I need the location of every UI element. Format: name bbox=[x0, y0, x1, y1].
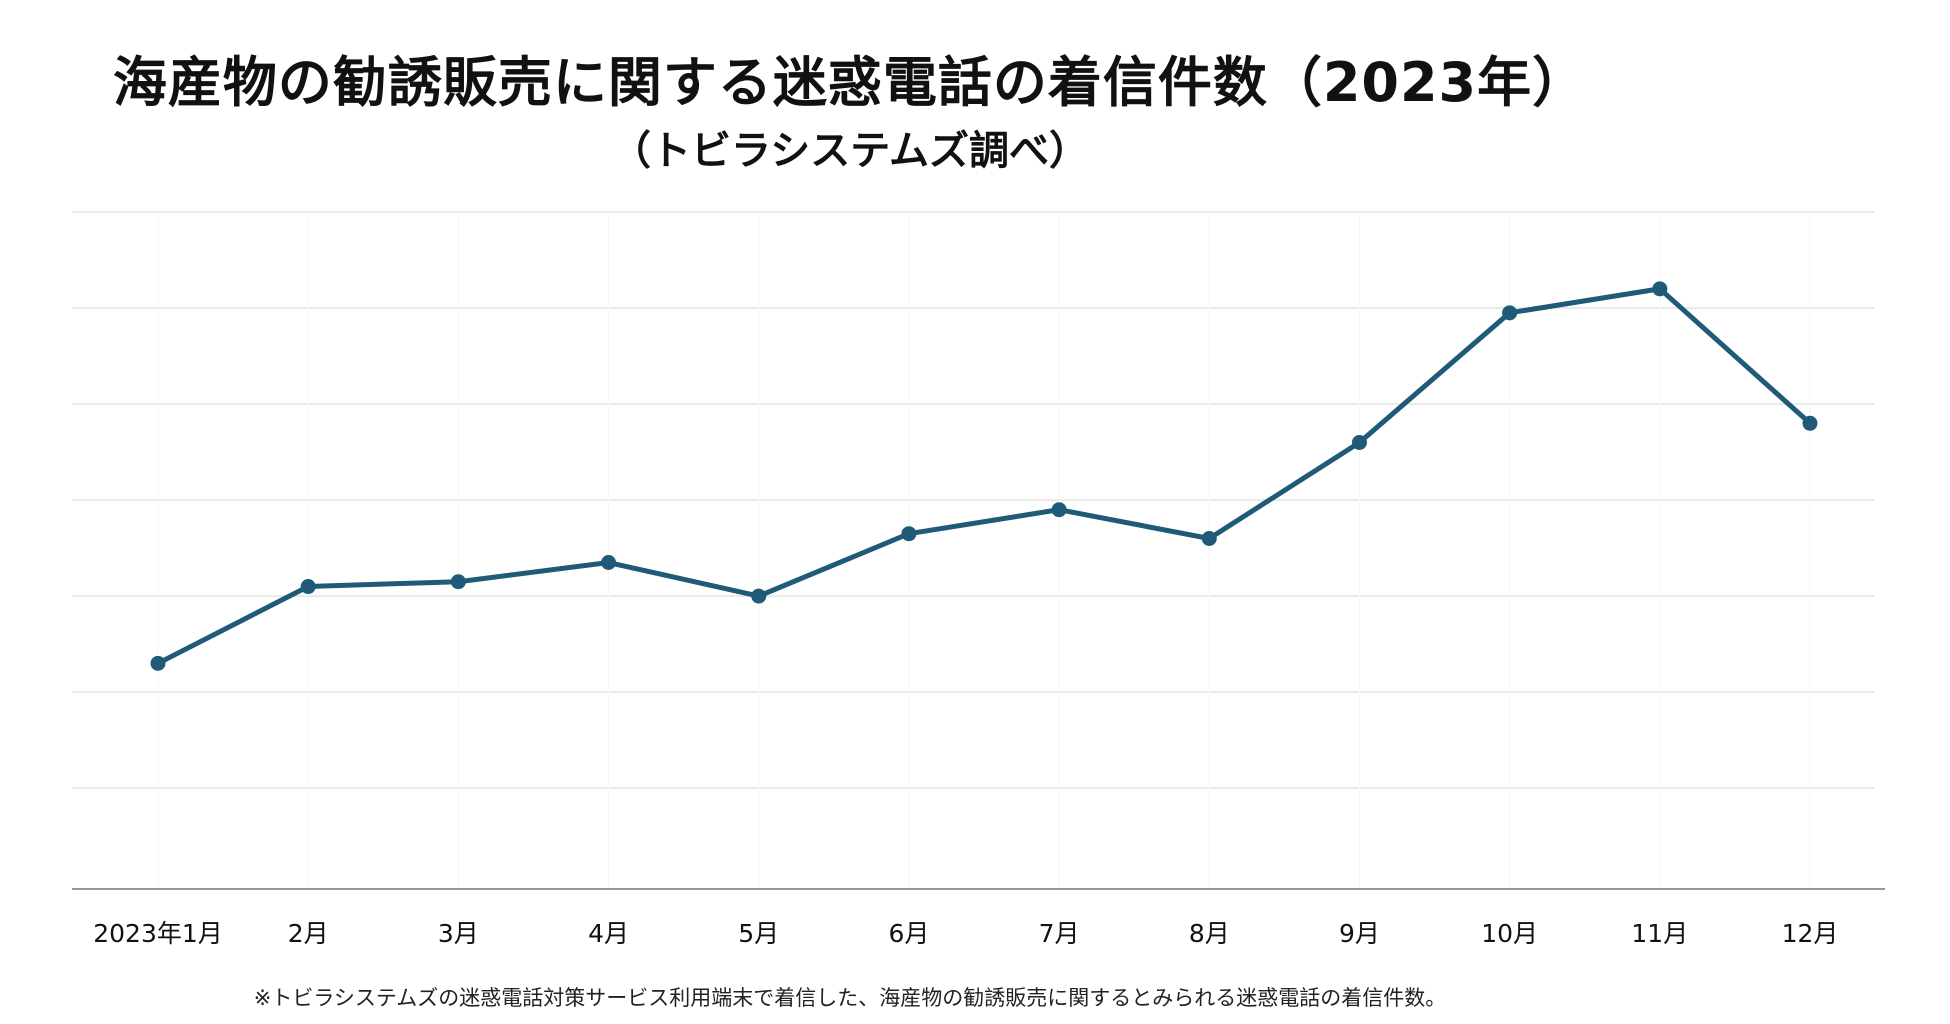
x-tick-label: 10月 bbox=[1481, 919, 1538, 948]
grid-layer bbox=[72, 211, 1875, 889]
series-line bbox=[155, 286, 1813, 666]
data-point bbox=[1802, 415, 1818, 431]
data-point bbox=[1201, 530, 1217, 546]
data-point bbox=[601, 555, 617, 571]
series-layer bbox=[150, 281, 1818, 671]
data-point bbox=[1502, 305, 1518, 321]
x-tick-label: 12月 bbox=[1782, 919, 1839, 948]
x-tick-label: 5月 bbox=[738, 919, 779, 948]
x-tick-label: 7月 bbox=[1039, 919, 1080, 948]
data-point bbox=[901, 526, 917, 542]
data-point bbox=[751, 588, 767, 604]
x-tick-label: 2023年1月 bbox=[93, 919, 223, 948]
x-tick-label: 3月 bbox=[438, 919, 479, 948]
data-point bbox=[1652, 281, 1668, 297]
data-point bbox=[300, 579, 316, 595]
x-tick-label: 4月 bbox=[588, 919, 629, 948]
data-point bbox=[150, 655, 166, 671]
x-tick-label: 2月 bbox=[288, 919, 329, 948]
chart-title: 海産物の勧誘販売に関する迷惑電話の着信件数（2023年） bbox=[112, 51, 1588, 114]
data-point bbox=[1051, 502, 1067, 518]
x-tick-label: 11月 bbox=[1631, 919, 1688, 948]
x-tick-label: 8月 bbox=[1189, 919, 1230, 948]
chart-footnote: ※トビラシステムズの迷惑電話対策サービス利用端末で着信した、海産物の勧誘販売に関… bbox=[253, 986, 1447, 1010]
chart-subtitle: （トビラシステムズ調べ） bbox=[611, 128, 1089, 174]
data-point bbox=[1351, 434, 1367, 450]
x-tick-label: 9月 bbox=[1339, 919, 1380, 948]
x-tick-label: 6月 bbox=[888, 919, 929, 948]
data-point bbox=[450, 574, 466, 590]
x-tick-labels: 2023年1月 2月 3月 4月 5月 6月 7月 8月 9月 10月 11月 12月 bbox=[93, 919, 1838, 948]
